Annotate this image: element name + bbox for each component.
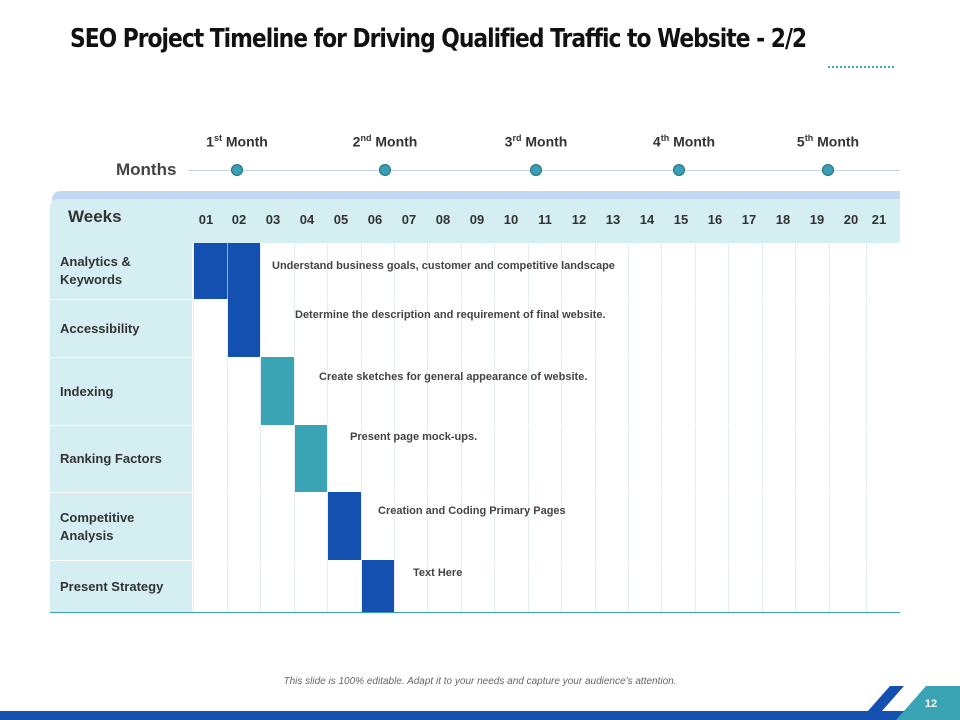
bar-week-divider	[227, 243, 228, 299]
months-axis-line	[188, 170, 900, 171]
grid-vertical-line	[528, 243, 529, 612]
month-marker-5	[822, 164, 834, 176]
week-number: 19	[809, 212, 825, 227]
grid-vertical-line	[661, 243, 662, 612]
grid-vertical-line	[427, 243, 428, 612]
task-bar-competitive-analysis	[328, 492, 361, 560]
week-number: 15	[673, 212, 689, 227]
grid-vertical-line	[461, 243, 462, 612]
month-marker-2	[379, 164, 391, 176]
grid-vertical-line	[628, 243, 629, 612]
week-number: 12	[571, 212, 587, 227]
week-number: 01	[198, 212, 214, 227]
months-axis-title: Months	[116, 160, 177, 179]
task-text-present-strategy: Text Here	[413, 567, 463, 579]
week-number: 04	[299, 212, 315, 227]
week-number: 21	[871, 212, 887, 227]
task-bar-present-strategy	[362, 560, 394, 612]
grid-vertical-line	[829, 243, 830, 612]
week-number: 08	[435, 212, 451, 227]
row-label-present-strategy: Present Strategy	[60, 579, 164, 594]
row-separator	[50, 299, 900, 300]
task-text-indexing: Create sketches for general appearance o…	[319, 371, 588, 383]
weeks-title: Weeks	[68, 207, 122, 226]
title-dotted-underline	[828, 66, 894, 68]
grid-vertical-line	[561, 243, 562, 612]
task-text-ranking-factors: Present page mock-ups.	[350, 431, 478, 443]
task-text-analytics-keywords: Understand business goals, customer and …	[272, 260, 615, 272]
grid-vertical-line	[762, 243, 763, 612]
month-marker-3	[530, 164, 542, 176]
grid-vertical-line	[394, 243, 395, 612]
week-number: 05	[333, 212, 349, 227]
month-marker-1	[231, 164, 243, 176]
page-number: 12	[924, 698, 938, 710]
row-label-column	[50, 243, 192, 612]
month-label-5: 5th Month	[796, 133, 860, 150]
grid-vertical-line	[294, 243, 295, 612]
grid-vertical-line	[260, 243, 261, 612]
month-label-1: 1st Month	[206, 133, 268, 150]
task-bar-analytics-keywords	[194, 243, 260, 299]
week-number: 17	[741, 212, 757, 227]
weeks-header	[50, 199, 900, 243]
grid-vertical-line	[795, 243, 796, 612]
grid-vertical-line	[866, 243, 867, 612]
page-corner-shape	[860, 686, 960, 720]
grid-vertical-line	[728, 243, 729, 612]
table-bottom-line	[50, 612, 900, 613]
week-number: 16	[707, 212, 723, 227]
week-number: 20	[843, 212, 859, 227]
row-separator	[50, 560, 900, 561]
month-label-4: 4th Month	[652, 133, 716, 150]
month-label-3: 3rd Month	[504, 133, 568, 150]
task-text-accessibility: Determine the description and requiremen…	[295, 309, 606, 321]
grid-vertical-line	[227, 243, 228, 612]
row-separator	[50, 357, 900, 358]
week-number: 03	[265, 212, 281, 227]
header-accent-band	[52, 191, 900, 201]
week-number: 14	[639, 212, 655, 227]
slide-title: SEO Project Timeline for Driving Qualifi…	[70, 24, 807, 54]
week-number: 07	[401, 212, 417, 227]
footer-bar	[0, 711, 960, 720]
week-number: 18	[775, 212, 791, 227]
footnote: This slide is 100% editable. Adapt it to…	[283, 676, 677, 687]
grid-vertical-line	[193, 243, 194, 612]
week-number: 09	[469, 212, 485, 227]
row-label-analytics-keywords: Analytics & Keywords	[60, 254, 131, 287]
task-bar-accessibility	[228, 299, 260, 357]
week-number: 10	[503, 212, 519, 227]
task-bar-ranking-factors	[295, 425, 327, 492]
task-bar-indexing	[261, 357, 294, 425]
month-marker-4	[673, 164, 685, 176]
grid-vertical-line	[494, 243, 495, 612]
grid-vertical-line	[695, 243, 696, 612]
week-number: 06	[367, 212, 383, 227]
month-label-2: 2nd Month	[352, 133, 418, 150]
row-label-indexing: Indexing	[60, 384, 114, 399]
week-number: 11	[538, 212, 552, 227]
grid-vertical-line	[327, 243, 328, 612]
task-text-competitive-analysis: Creation and Coding Primary Pages	[378, 505, 566, 517]
week-number: 13	[605, 212, 621, 227]
grid-vertical-line	[361, 243, 362, 612]
row-label-competitive-analysis: Competitive Analysis	[60, 510, 135, 543]
row-label-ranking-factors: Ranking Factors	[60, 451, 162, 466]
row-label-accessibility: Accessibility	[60, 321, 140, 336]
week-number: 02	[231, 212, 247, 227]
row-separator	[50, 492, 900, 493]
row-separator	[50, 425, 900, 426]
grid-vertical-line	[595, 243, 596, 612]
